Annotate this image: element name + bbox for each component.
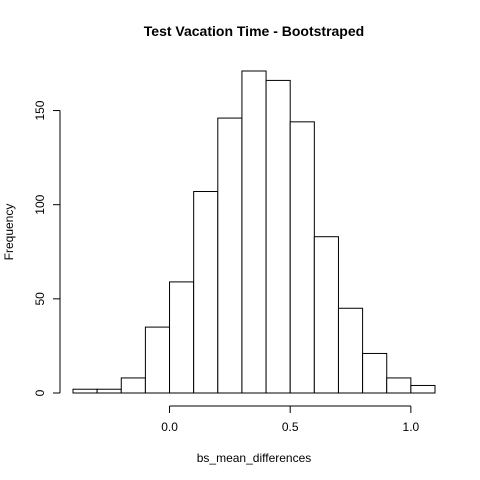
histogram-bar: [265, 79, 291, 394]
histogram-bar: [72, 388, 98, 394]
chart-title: Test Vacation Time - Bootstraped: [144, 23, 364, 39]
y-tick-label: 100: [33, 194, 47, 214]
y-tick-label: 150: [33, 100, 47, 120]
y-tick-label: 50: [33, 292, 47, 306]
histogram-bar: [193, 191, 219, 394]
y-axis-label: Frequency: [2, 204, 16, 261]
x-tick-label: 0.5: [282, 420, 299, 434]
histogram-bars: [72, 70, 436, 394]
histogram-bar: [241, 70, 267, 394]
histogram-bar: [337, 307, 364, 394]
histogram-bar: [169, 281, 195, 394]
x-axis-label: bs_mean_differences: [197, 451, 312, 465]
x-tick-label: 0.0: [161, 420, 178, 434]
histogram-bar: [96, 388, 122, 394]
histogram-bar: [313, 236, 339, 394]
histogram-bar: [217, 117, 243, 394]
y-tick-label: 0: [33, 389, 47, 396]
histogram-bar: [362, 352, 388, 394]
histogram-bar: [120, 377, 146, 394]
y-axis: 0 50 100 150: [33, 100, 61, 396]
histogram-bar: [289, 121, 315, 394]
histogram-bar: [386, 377, 412, 394]
histogram-bar: [144, 326, 171, 394]
x-tick-label: 1.0: [403, 420, 420, 434]
histogram-bar: [410, 384, 436, 394]
x-axis: 0.0 0.5 1.0: [161, 405, 420, 434]
